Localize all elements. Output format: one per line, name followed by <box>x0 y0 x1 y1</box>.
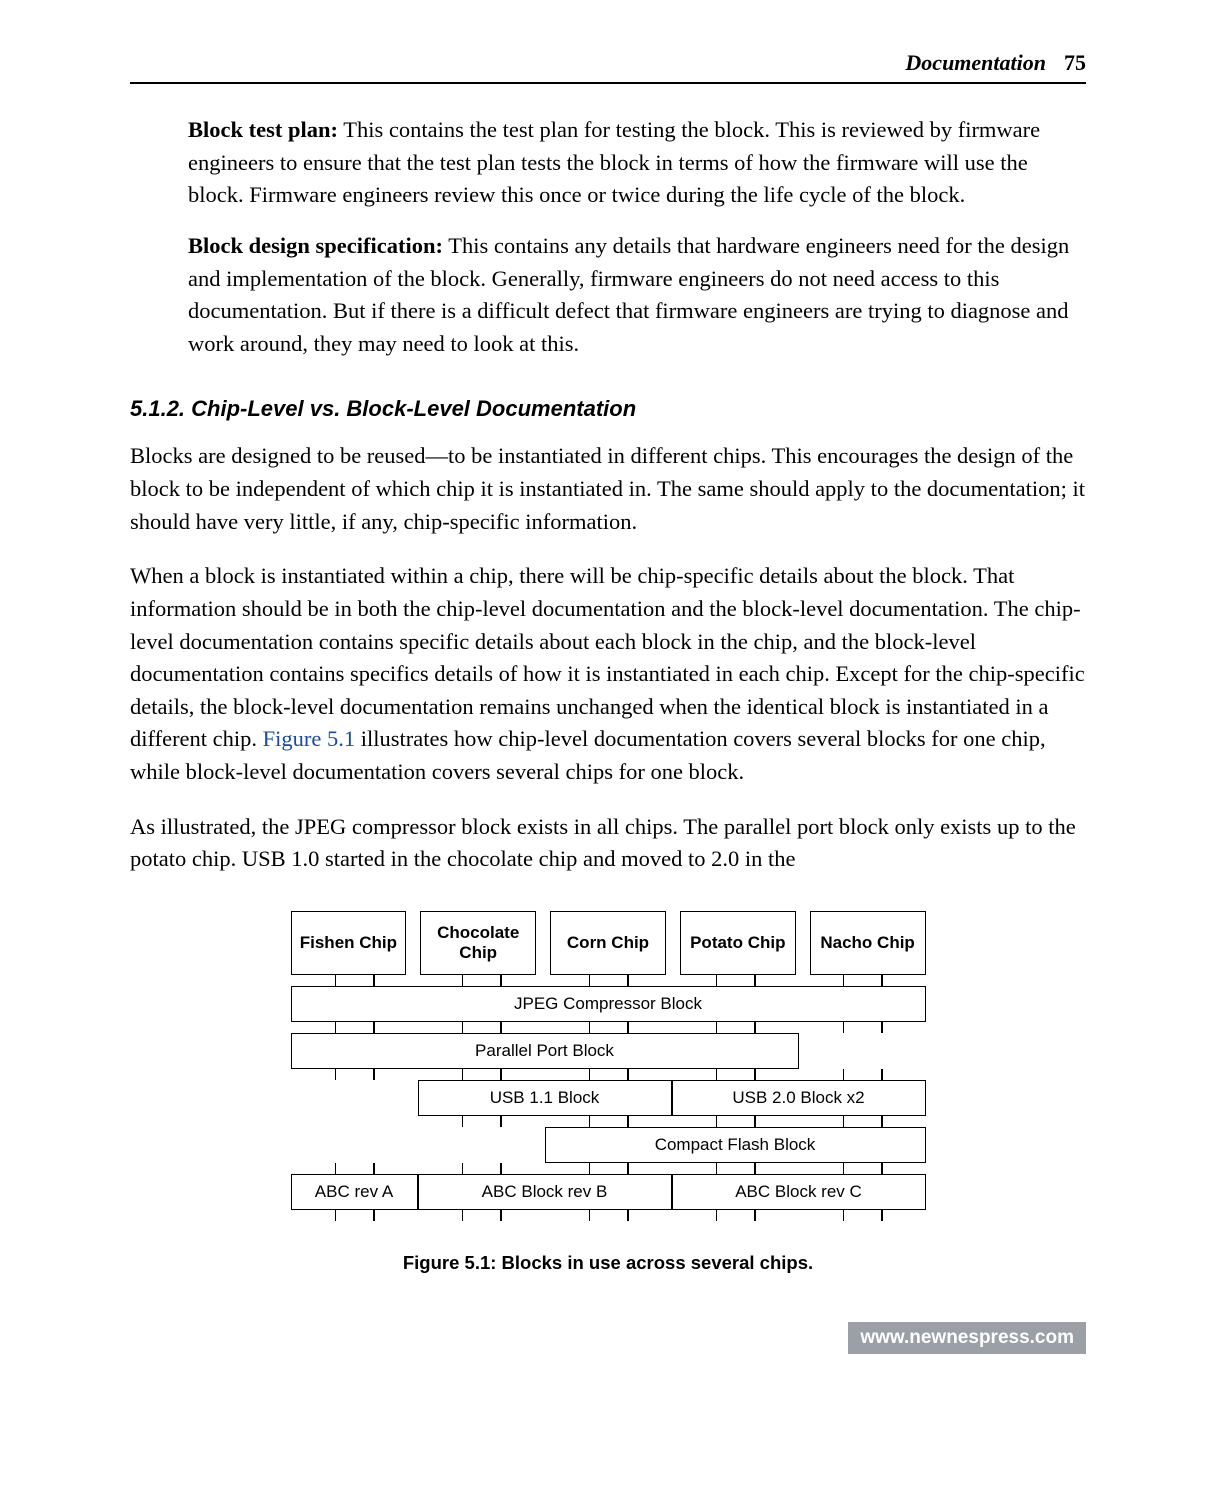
block-parallel: Parallel Port Block <box>291 1033 799 1069</box>
figure-caption: Figure 5.1: Blocks in use across several… <box>130 1252 1086 1274</box>
row-parallel: Parallel Port Block <box>291 1033 926 1069</box>
row-compact-flash: Compact Flash Block <box>291 1127 926 1163</box>
block-compact-flash: Compact Flash Block <box>545 1127 926 1163</box>
section-heading: 5.1.2. Chip-Level vs. Block-Level Docume… <box>130 396 1086 422</box>
row-usb: USB 1.1 Block USB 2.0 Block x2 <box>291 1080 926 1116</box>
figure-5-1: Fishen Chip Chocolate Chip Corn Chip Pot… <box>130 911 1086 1274</box>
body-para-1: Blocks are designed to be reused—to be i… <box>130 440 1086 538</box>
footer-url: www.newnespress.com <box>848 1322 1086 1354</box>
row-abc: ABC rev A ABC Block rev B ABC Block rev … <box>291 1174 926 1210</box>
page-header: Documentation 75 <box>130 50 1086 84</box>
chip-chocolate: Chocolate Chip <box>420 911 536 975</box>
chip-corn: Corn Chip <box>550 911 666 975</box>
para-block-design-spec: Block design specification: This contain… <box>188 230 1086 361</box>
block-abc-rev-b: ABC Block rev B <box>418 1174 672 1210</box>
body-para-3: As illustrated, the JPEG compressor bloc… <box>130 811 1086 876</box>
page-footer: www.newnespress.com <box>130 1322 1086 1354</box>
body2-part-a: When a block is instantiated within a ch… <box>130 563 1085 751</box>
block-usb20: USB 2.0 Block x2 <box>672 1080 926 1116</box>
row-jpeg: JPEG Compressor Block <box>291 986 926 1022</box>
block-jpeg: JPEG Compressor Block <box>291 986 926 1022</box>
page-number: 75 <box>1064 50 1086 75</box>
figure-reference-link[interactable]: Figure 5.1 <box>263 726 356 751</box>
para-block-test-plan: Block test plan: This contains the test … <box>188 114 1086 212</box>
block-usb11: USB 1.1 Block <box>418 1080 672 1116</box>
term-block-design: Block design specification: <box>188 233 443 258</box>
block-abc-rev-c: ABC Block rev C <box>672 1174 926 1210</box>
chip-fishen: Fishen Chip <box>291 911 407 975</box>
chip-nacho: Nacho Chip <box>810 911 926 975</box>
block-abc-rev-a: ABC rev A <box>291 1174 418 1210</box>
body-para-2: When a block is instantiated within a ch… <box>130 560 1086 788</box>
term-block-test: Block test plan: <box>188 117 338 142</box>
chip-potato: Potato Chip <box>680 911 796 975</box>
header-title: Documentation <box>905 50 1046 75</box>
chip-header-row: Fishen Chip Chocolate Chip Corn Chip Pot… <box>291 911 926 975</box>
